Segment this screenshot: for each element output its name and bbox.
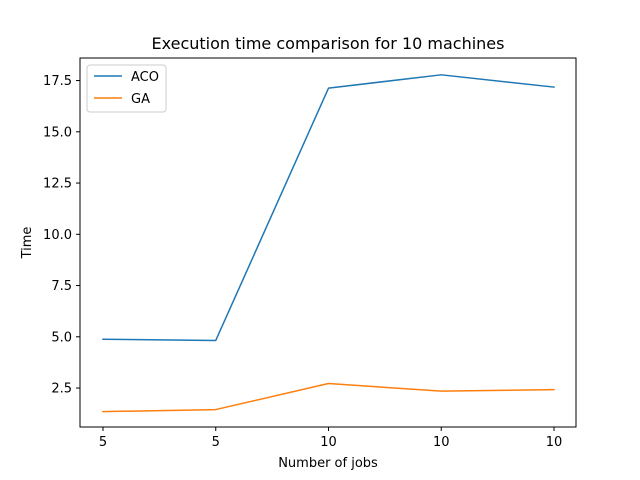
x-tick-label: 5	[212, 435, 220, 450]
x-tick-label: 10	[320, 435, 337, 450]
y-tick-label: 7.5	[51, 279, 72, 294]
y-tick-label: 5.0	[51, 330, 72, 345]
x-axis: 5 5 10 10 10	[99, 427, 562, 450]
x-axis-label: Number of jobs	[278, 456, 378, 471]
legend-label-aco: ACO	[131, 70, 159, 85]
y-tick-label: 12.5	[43, 177, 72, 192]
legend-label-ga: GA	[131, 92, 150, 107]
chart-title: Execution time comparison for 10 machine…	[152, 34, 505, 53]
x-tick-label: 10	[546, 435, 563, 450]
y-tick-label: 17.5	[43, 74, 72, 89]
y-axis-label: Time	[20, 227, 35, 260]
x-tick-label: 10	[433, 435, 450, 450]
series-layer	[102, 74, 555, 413]
y-tick-label: 2.5	[51, 382, 72, 397]
x-tick-label: 5	[99, 435, 107, 450]
legend: ACO GA	[86, 64, 167, 113]
y-axis: 2.5 5.0 7.5 10.0 12.5 15.0 17.5	[43, 74, 80, 397]
y-tick-label: 10.0	[43, 228, 72, 243]
y-tick-label: 15.0	[43, 125, 72, 140]
